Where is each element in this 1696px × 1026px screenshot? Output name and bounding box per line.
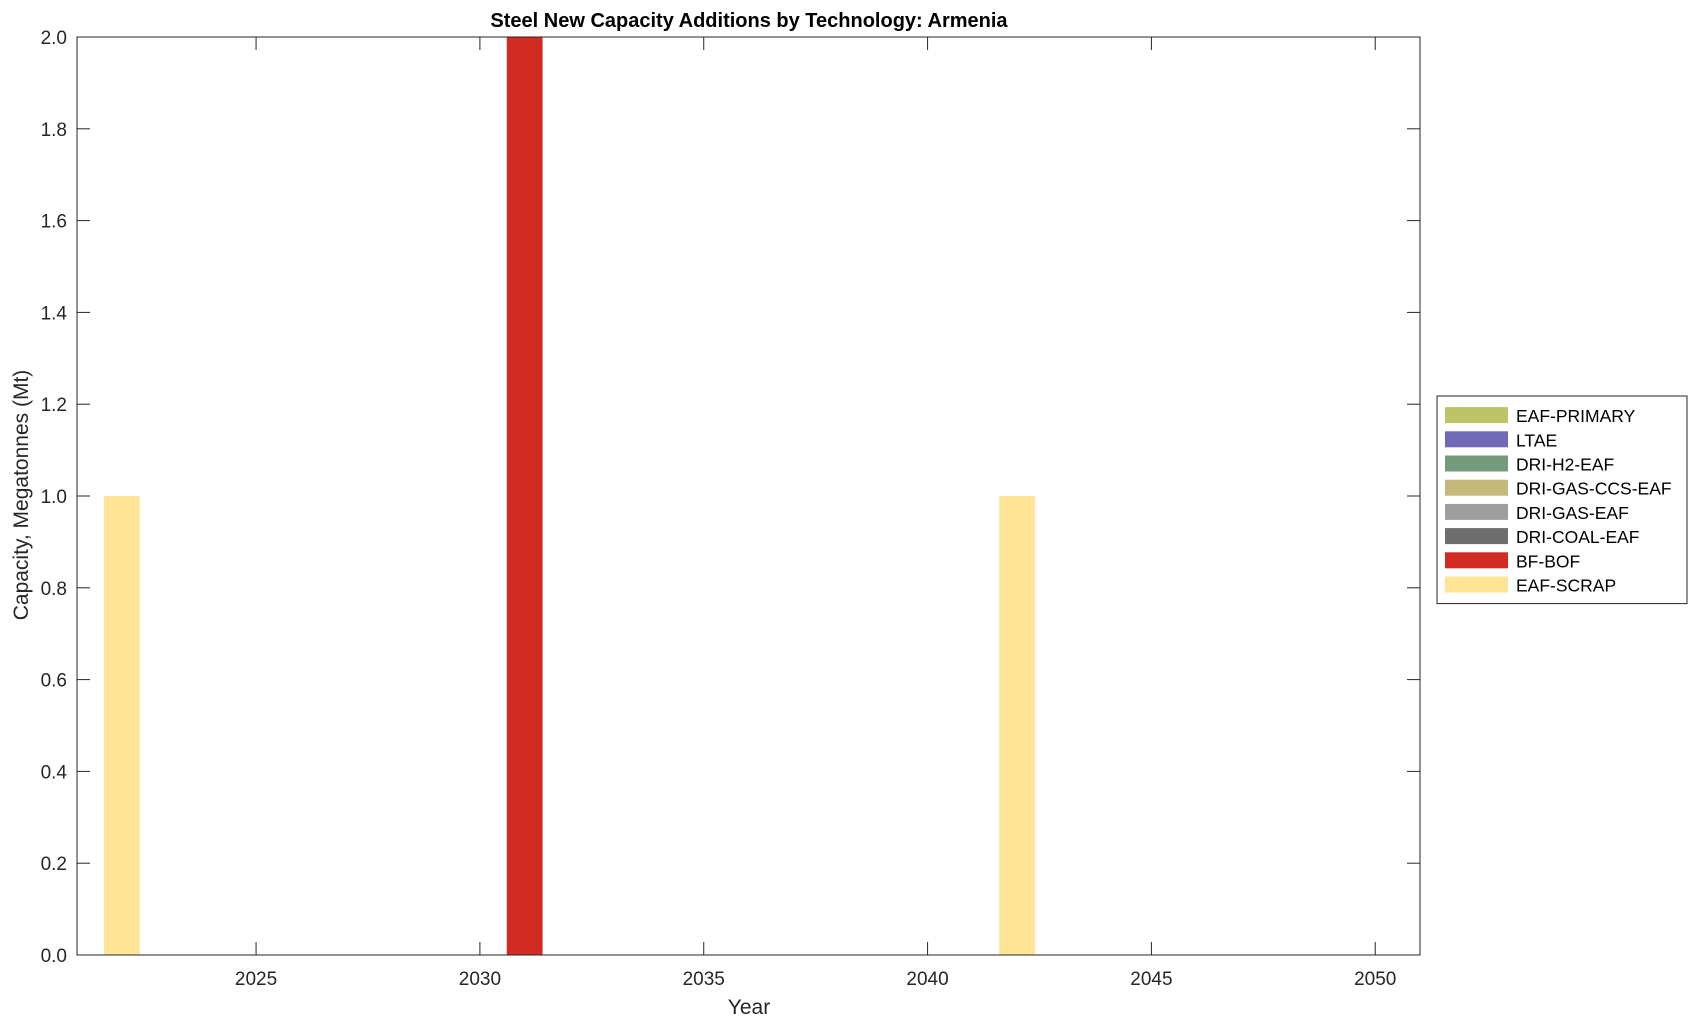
legend-entry-ltae: LTAE xyxy=(1445,430,1557,450)
legend-swatch xyxy=(1445,576,1508,593)
y-tick-label: 1.8 xyxy=(41,120,67,141)
legend-entry-dri-coal-eaf: DRI-COAL-EAF xyxy=(1445,527,1639,547)
bar-eaf-scrap-2022 xyxy=(103,496,140,955)
legend-swatch xyxy=(1445,503,1508,520)
y-tick-label: 0.0 xyxy=(41,946,67,967)
legend-label: DRI-COAL-EAF xyxy=(1516,527,1639,547)
y-tick-label: 1.4 xyxy=(41,303,68,324)
legend-swatch xyxy=(1445,552,1508,569)
axes-layer: 0.0 0.2 0.4 0.6 0.8 1.0 1.2 1.4 1.6 1.8 2.0 2025 203… xyxy=(41,28,1421,990)
chart-title: Steel New Capacity Additions by Technolo… xyxy=(490,10,1008,32)
y-axis-label: Capacity, Megatonnes (Mt) xyxy=(10,370,33,621)
legend-label: DRI-GAS-CCS-EAF xyxy=(1516,479,1672,499)
bar-eaf-scrap-2042 xyxy=(999,496,1036,955)
y-tick-label: 0.4 xyxy=(41,762,68,783)
plot-area xyxy=(77,37,1420,955)
x-tick-label: 2050 xyxy=(1354,969,1396,990)
legend-entry-dri-gas-ccs-eaf: DRI-GAS-CCS-EAF xyxy=(1445,479,1672,499)
legend-swatch xyxy=(1445,407,1508,424)
legend-swatch xyxy=(1445,455,1508,472)
y-tick-label: 1.2 xyxy=(41,395,67,416)
legend-label: EAF-PRIMARY xyxy=(1516,406,1636,426)
x-tick-label: 2045 xyxy=(1130,969,1172,990)
legend-swatch xyxy=(1445,479,1508,496)
legend: EAF-PRIMARY LTAE DRI-H2-EAF DRI-GAS-CCS-EAF… xyxy=(1436,395,1688,605)
y-tick-label: 1.6 xyxy=(41,212,67,233)
legend-label: DRI-GAS-EAF xyxy=(1516,503,1629,523)
legend-entry-dri-h2-eaf: DRI-H2-EAF xyxy=(1445,455,1614,475)
x-tick-label: 2035 xyxy=(683,969,725,990)
x-axis-label: Year xyxy=(728,996,770,1019)
bar-bf-bof-2031 xyxy=(506,37,543,955)
x-tick-label: 2025 xyxy=(235,969,277,990)
legend-label: DRI-H2-EAF xyxy=(1516,455,1614,475)
legend-label: BF-BOF xyxy=(1516,551,1580,571)
x-tick-label: 2040 xyxy=(906,969,948,990)
legend-entry-eaf-primary: EAF-PRIMARY xyxy=(1445,406,1636,426)
legend-label: EAF-SCRAP xyxy=(1516,576,1616,596)
y-tick-label: 0.6 xyxy=(41,671,67,692)
x-tick-label: 2030 xyxy=(459,969,501,990)
legend-box xyxy=(1436,395,1688,605)
legend-swatch xyxy=(1445,528,1508,545)
y-tick-label: 0.8 xyxy=(41,579,67,600)
legend-entry-bf-bof: BF-BOF xyxy=(1445,551,1580,571)
y-tick-label: 0.2 xyxy=(41,854,67,875)
legend-entry-eaf-scrap: EAF-SCRAP xyxy=(1445,576,1616,596)
legend-swatch xyxy=(1445,431,1508,448)
bars-layer xyxy=(103,37,1036,955)
y-tick-label: 1.0 xyxy=(41,487,67,508)
y-tick-label: 2.0 xyxy=(41,28,67,49)
legend-label: LTAE xyxy=(1516,430,1557,450)
legend-entry-dri-gas-eaf: DRI-GAS-EAF xyxy=(1445,503,1629,523)
